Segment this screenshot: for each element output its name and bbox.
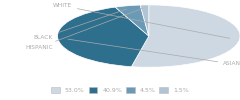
Wedge shape bbox=[115, 5, 149, 36]
Text: ASIAN: ASIAN bbox=[68, 39, 240, 66]
Wedge shape bbox=[140, 5, 149, 36]
Wedge shape bbox=[58, 7, 149, 67]
Legend: 53.0%, 40.9%, 4.5%, 1.5%: 53.0%, 40.9%, 4.5%, 1.5% bbox=[51, 87, 189, 93]
Text: HISPANIC: HISPANIC bbox=[25, 8, 142, 50]
Text: BLACK: BLACK bbox=[34, 9, 126, 40]
Text: WHITE: WHITE bbox=[53, 3, 230, 38]
Wedge shape bbox=[132, 5, 240, 67]
